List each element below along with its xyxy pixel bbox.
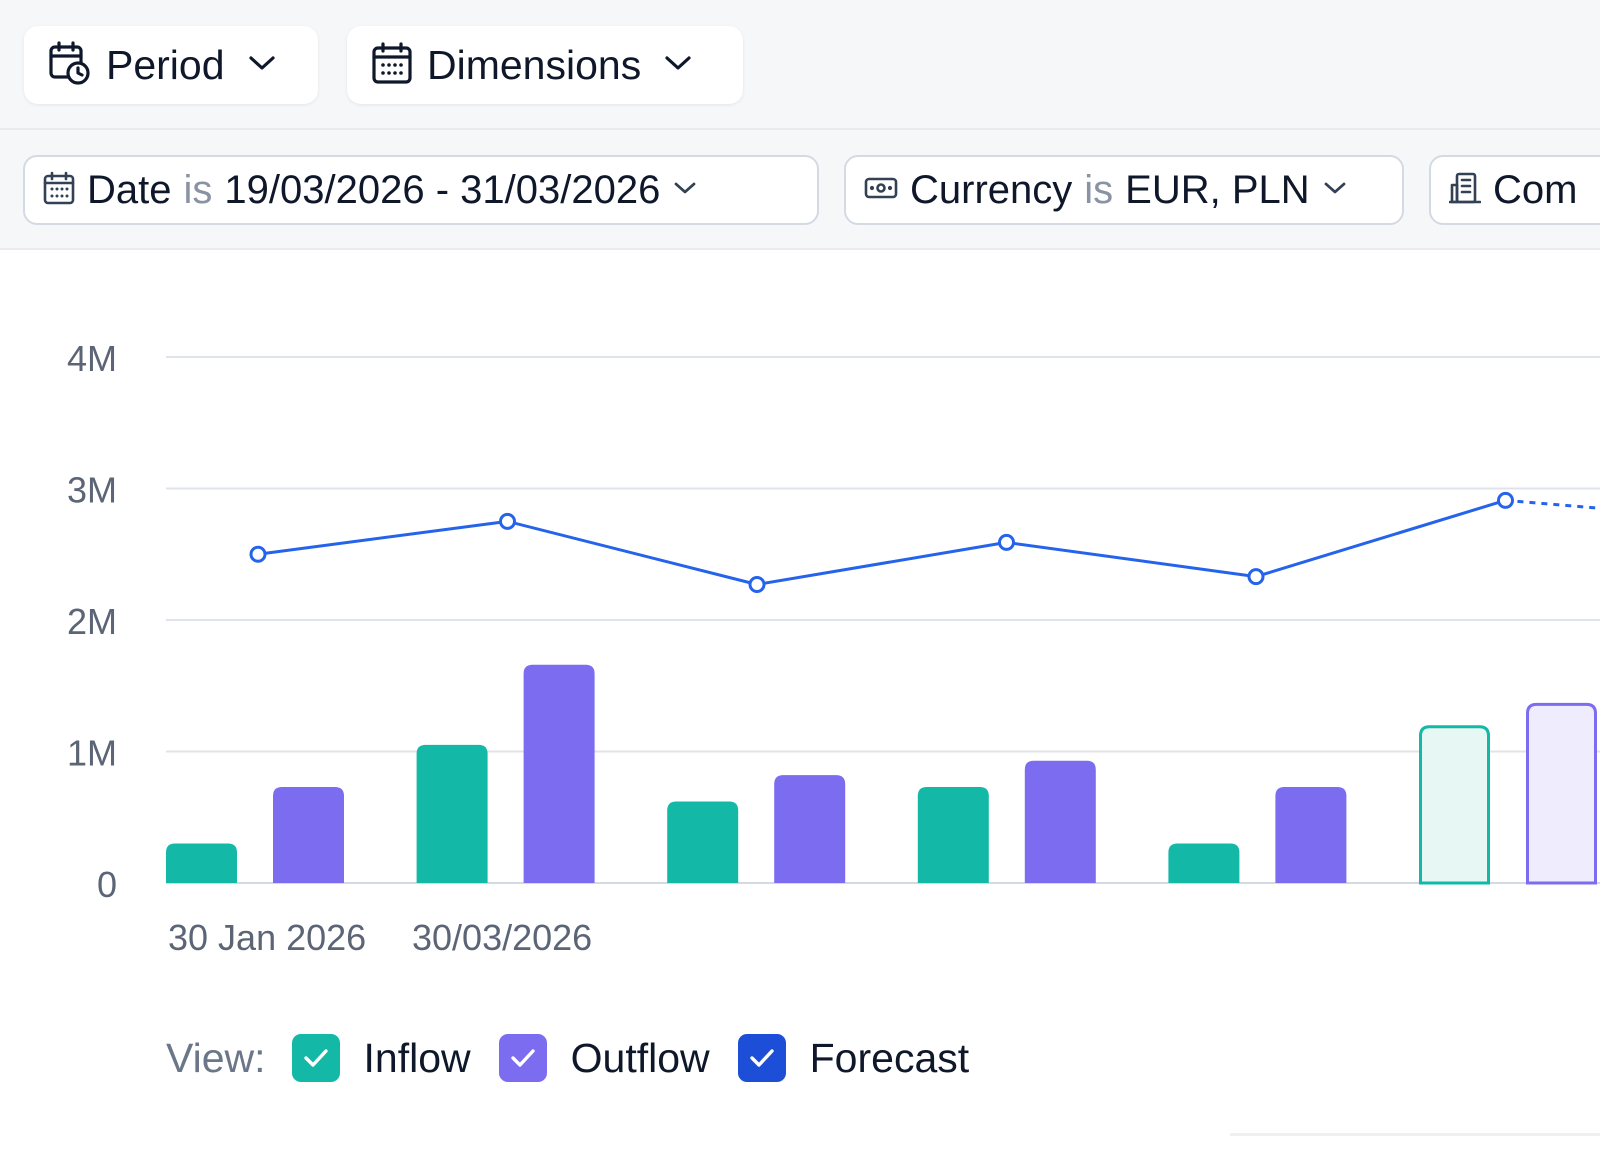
forecast-point — [748, 575, 766, 593]
period-dropdown[interactable]: Period — [24, 26, 318, 104]
legend: View: Inflow Outflow Forecast — [166, 1028, 997, 1088]
banknote-icon — [864, 175, 898, 206]
inflow-forecast-bar — [1419, 725, 1490, 885]
filter-operator: is — [183, 167, 213, 212]
toolbar: Period Dimensions — [0, 0, 1600, 130]
company-filter-chip[interactable]: Com — [1429, 155, 1600, 225]
filter-bar: Date is 19/03/2026 - 31/03/2026 Currency… — [0, 130, 1600, 250]
legend-label: Inflow — [363, 1034, 471, 1081]
legend-item-inflow[interactable]: Inflow — [291, 1034, 471, 1082]
y-tick-label: 0 — [97, 864, 117, 905]
chevron-down-icon — [247, 53, 277, 78]
currency-filter-chip[interactable]: Currency is EUR, PLN — [844, 155, 1404, 225]
legend-item-forecast[interactable]: Forecast — [737, 1034, 970, 1082]
forecast-checkbox[interactable] — [737, 1034, 786, 1082]
building-icon — [1448, 171, 1482, 210]
forecast-line-dashed — [1505, 498, 1600, 510]
divider — [1230, 1133, 1600, 1136]
outflow-checkbox[interactable] — [498, 1034, 547, 1082]
y-tick-label: 4M — [67, 338, 117, 379]
period-label: Period — [106, 41, 225, 88]
inflow-bar — [917, 787, 989, 883]
inflow-bar — [1168, 843, 1240, 883]
inflow-bar — [416, 744, 488, 883]
y-tick-label: 3M — [67, 470, 117, 511]
outflow-bar — [273, 787, 344, 883]
y-tick-label: 1M — [67, 733, 117, 774]
filter-field: Currency — [910, 167, 1073, 212]
legend-item-outflow[interactable]: Outflow — [498, 1034, 710, 1082]
calendar-icon — [43, 171, 75, 210]
x-tick-label: 30/03/2026 — [412, 917, 592, 958]
forecast-line — [257, 498, 1506, 586]
dimensions-dropdown[interactable]: Dimensions — [347, 26, 743, 104]
outflow-bar — [523, 664, 595, 883]
checkmark-icon — [303, 1049, 328, 1067]
forecast-point — [1497, 491, 1514, 509]
outflow-bar — [1275, 787, 1347, 883]
legend-label: Outflow — [570, 1034, 710, 1081]
chevron-down-icon — [663, 53, 693, 78]
chevron-down-icon — [672, 179, 698, 202]
calendar-grid-icon — [371, 41, 413, 90]
forecast-point — [998, 533, 1015, 551]
forecast-point — [1247, 568, 1265, 586]
checkmark-icon — [510, 1049, 535, 1067]
outflow-bar — [1024, 760, 1096, 883]
filter-value: 19/03/2026 - 31/03/2026 — [224, 167, 661, 212]
legend-label: Forecast — [809, 1034, 970, 1081]
filter-field: Date — [87, 167, 172, 212]
inflow-checkbox[interactable] — [291, 1034, 340, 1082]
calendar-clock-icon — [48, 40, 92, 91]
forecast-point — [249, 545, 267, 563]
x-tick-label: 30 Jan 2026 — [168, 917, 366, 958]
chevron-down-icon — [1322, 179, 1348, 202]
chart-svg: 0 1M 2M 3M 4M 30 Jan 2026 30/03/2026 — [67, 338, 1600, 958]
filter-value: EUR, PLN — [1125, 167, 1310, 212]
view-label: View: — [166, 1034, 266, 1081]
outflow-bar — [774, 775, 846, 883]
inflow-bar — [166, 843, 237, 883]
y-tick-label: 2M — [67, 601, 117, 642]
date-filter-chip[interactable]: Date is 19/03/2026 - 31/03/2026 — [23, 155, 819, 225]
dimensions-label: Dimensions — [427, 41, 642, 88]
forecast-point — [499, 512, 516, 530]
cashflow-chart: 0 1M 2M 3M 4M 30 Jan 2026 30/03/2026 — [0, 250, 1600, 1010]
outflow-forecast-bar — [1526, 702, 1597, 885]
inflow-bar — [667, 801, 739, 883]
filter-field: Com — [1493, 167, 1578, 212]
filter-operator: is — [1084, 167, 1114, 212]
checkmark-icon — [749, 1049, 774, 1067]
